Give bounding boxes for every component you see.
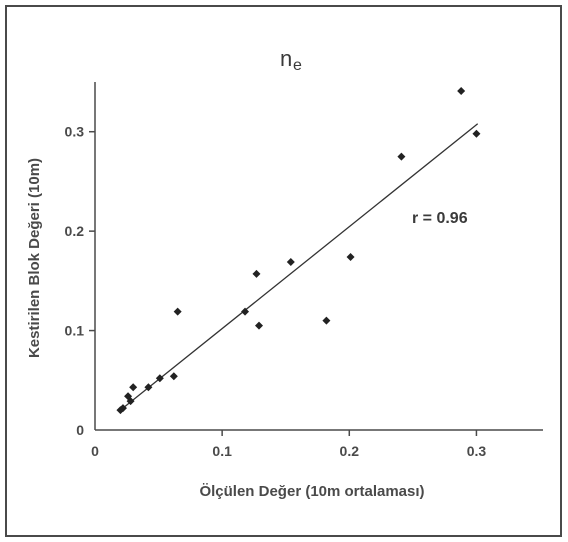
data-point — [155, 374, 164, 383]
data-point — [472, 129, 481, 138]
y-tick-label: 0.1 — [65, 323, 85, 339]
regression-line — [120, 123, 479, 411]
x-tick-label: 0 — [91, 443, 99, 459]
data-point — [397, 152, 406, 161]
data-points-group — [116, 86, 481, 415]
chart-title-subscript: e — [293, 57, 302, 74]
chart-title: n — [280, 46, 292, 71]
x-tick-label: 0.3 — [467, 443, 487, 459]
data-point — [346, 252, 355, 261]
data-point — [144, 383, 153, 392]
ticks-group: 0 0.1 0.2 0.3 0 0.1 0.2 0.3 — [65, 124, 487, 459]
data-point — [457, 86, 466, 95]
data-point — [129, 383, 138, 392]
data-point — [255, 321, 264, 330]
y-tick-label: 0 — [76, 422, 84, 438]
data-point — [322, 316, 331, 325]
x-tick-label: 0.2 — [340, 443, 360, 459]
data-point — [173, 307, 182, 316]
data-point — [118, 404, 127, 413]
y-axis-label: Kestirilen Blok Değeri (10m) — [26, 158, 43, 358]
y-tick-label: 0.2 — [65, 223, 85, 239]
data-point — [126, 397, 135, 406]
data-point — [169, 372, 178, 381]
data-point — [252, 269, 261, 278]
y-tick-label: 0.3 — [65, 124, 85, 140]
x-axis-label: Ölçülen Değer (10m ortalaması) — [199, 483, 424, 500]
regression-line-group — [120, 123, 479, 411]
correlation-annotation: r = 0.96 — [412, 210, 468, 227]
x-tick-label: 0.1 — [212, 443, 232, 459]
data-point — [241, 307, 250, 316]
data-point — [286, 257, 295, 266]
chart-frame — [5, 5, 562, 537]
